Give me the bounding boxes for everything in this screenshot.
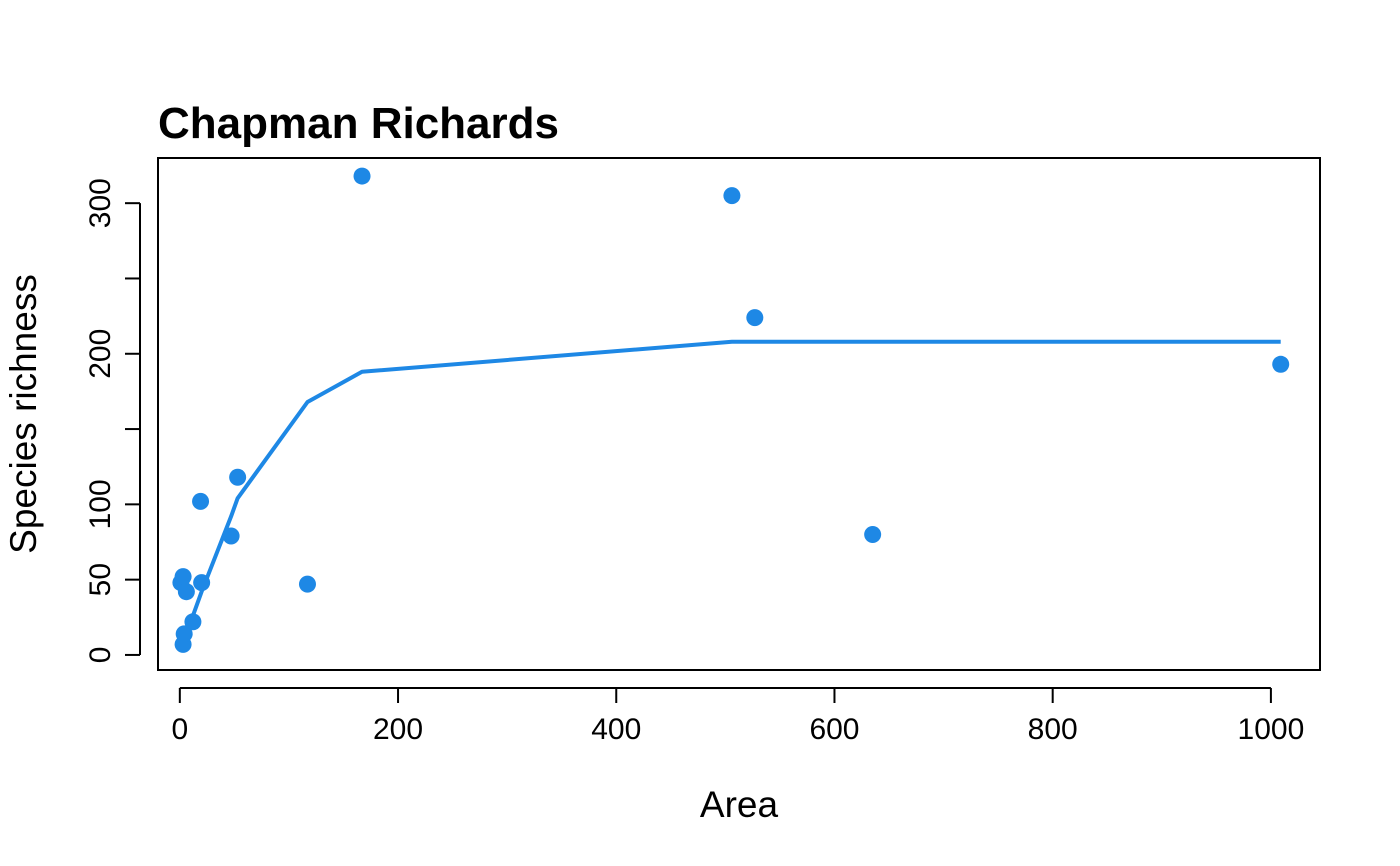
x-tick-label: 800	[1028, 713, 1078, 746]
data-point	[222, 527, 240, 545]
data-point	[298, 575, 316, 593]
chart-title: Chapman Richards	[158, 99, 559, 148]
plot-frame	[157, 157, 1321, 671]
y-tick-label: 200	[84, 329, 117, 379]
data-point	[184, 613, 202, 631]
data-point	[864, 525, 882, 543]
data-point	[746, 309, 764, 327]
data-points-layer	[172, 167, 1290, 653]
fitted-curve-layer	[179, 339, 1281, 650]
y-axis: 0 50 100 200 300	[84, 178, 141, 664]
x-tick-label: 600	[809, 713, 859, 746]
x-tick-label: 200	[373, 713, 423, 746]
data-point	[174, 568, 192, 586]
fitted-curve-line	[179, 339, 1281, 650]
x-axis-title: Area	[700, 784, 779, 825]
y-tick-label: 0	[84, 647, 117, 664]
data-point	[177, 583, 195, 601]
data-point	[229, 468, 247, 486]
data-point	[192, 492, 210, 510]
x-axis: 0 200 400 600 800 1000	[171, 687, 1305, 746]
data-point	[193, 574, 211, 592]
data-point	[1272, 355, 1290, 373]
y-tick-label: 100	[84, 479, 117, 529]
y-tick-label: 300	[84, 178, 117, 228]
y-tick-label: 50	[84, 563, 117, 596]
x-tick-label: 1000	[1238, 713, 1305, 746]
data-point	[353, 167, 371, 185]
data-point	[175, 625, 193, 643]
x-tick-label: 400	[591, 713, 641, 746]
x-tick-label: 0	[171, 713, 188, 746]
data-point	[723, 187, 741, 205]
y-axis-title: Species richness	[3, 274, 44, 554]
